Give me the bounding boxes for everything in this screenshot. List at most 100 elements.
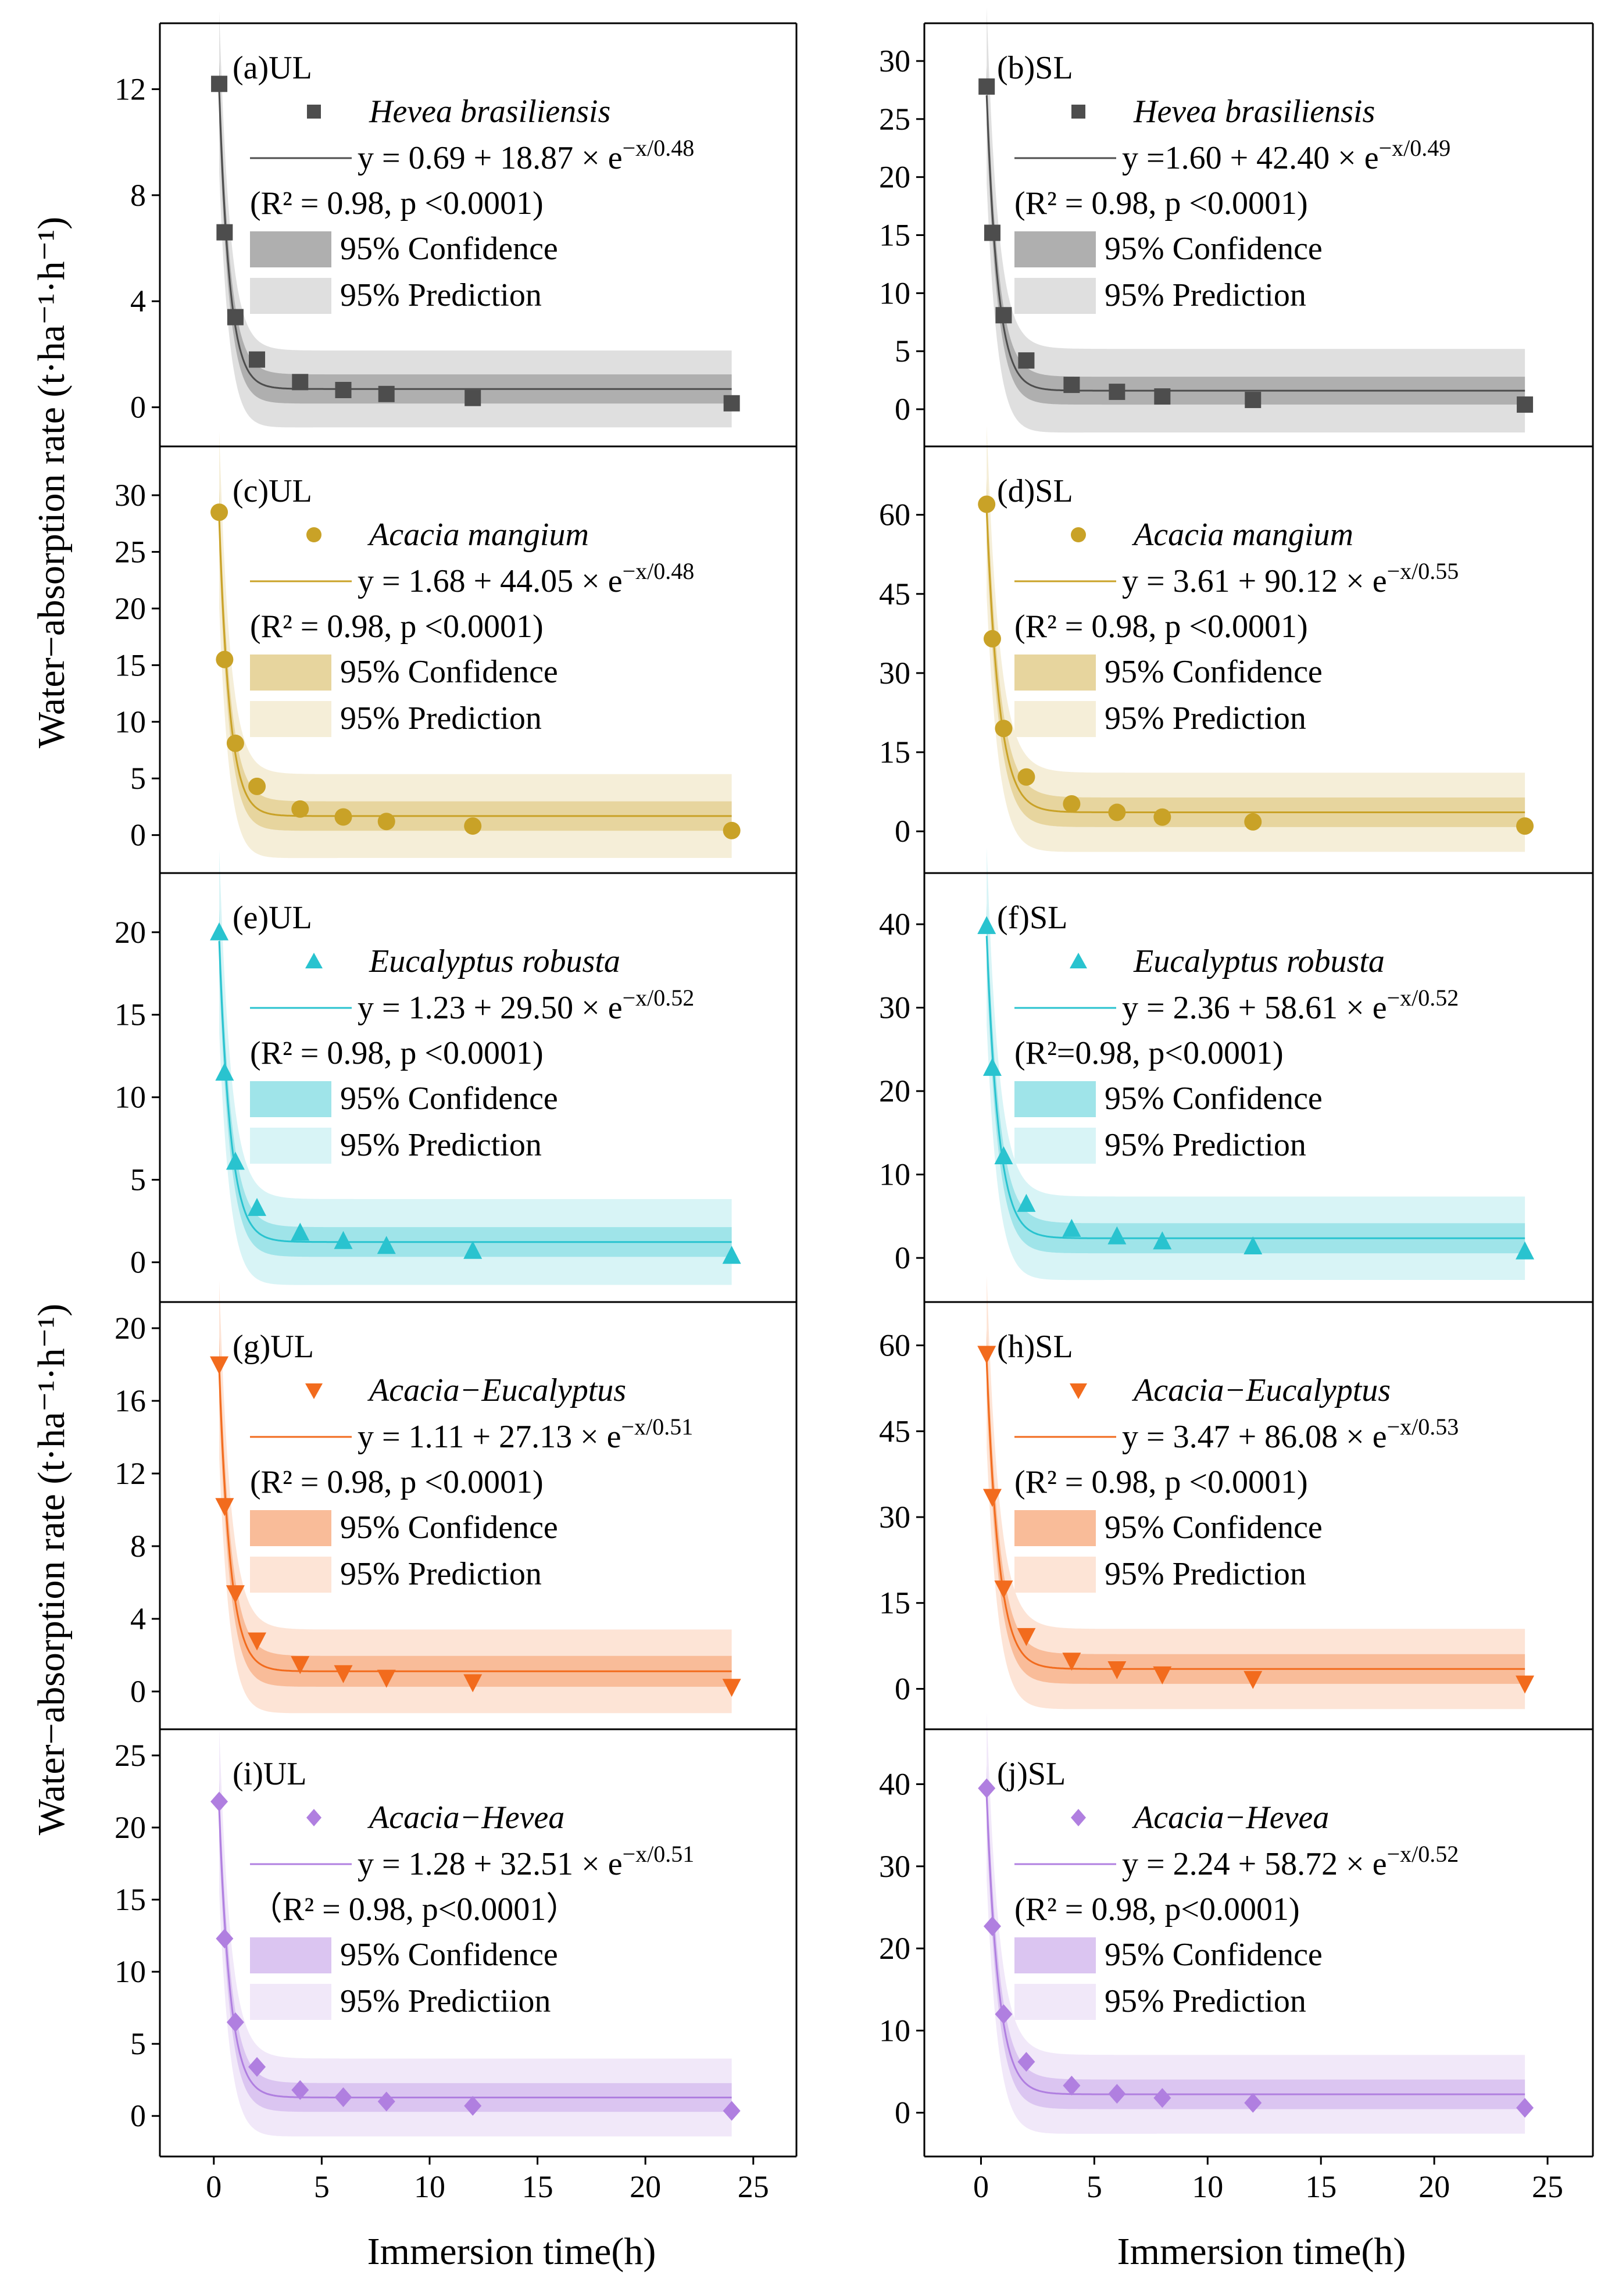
- y-tick-label: 0: [130, 390, 146, 425]
- data-point: [377, 2091, 395, 2112]
- data-point: [291, 1222, 310, 1241]
- legend-prediction-label: 95% Prediction: [340, 1127, 542, 1163]
- legend-confidence-label: 95% Confidence: [1105, 1081, 1323, 1117]
- data-point: [226, 1151, 245, 1170]
- legend-equation: y = 0.69 + 18.87 × e−x/0.48: [358, 135, 694, 176]
- y-tick-label: 10: [879, 276, 910, 310]
- data-point: [377, 1236, 396, 1254]
- data-point: [1108, 2084, 1126, 2104]
- x-tick-label: 15: [522, 2169, 553, 2204]
- legend-prediction-label: 95% Prediction: [1105, 1983, 1306, 2019]
- y-tick-label: 20: [115, 915, 146, 950]
- fit-curve: [985, 510, 1525, 813]
- x-tick-label: 10: [414, 2169, 445, 2204]
- data-point: [995, 2004, 1013, 2025]
- data-point: [216, 224, 233, 241]
- y-tick-label: 10: [115, 1080, 146, 1115]
- y-tick-label: 60: [879, 1328, 910, 1363]
- data-point: [216, 1929, 234, 1949]
- data-point: [978, 78, 995, 95]
- legend: Hevea brasiliensis y =1.60 + 42.40 × e−x/…: [1014, 94, 1450, 314]
- data-point: [463, 1674, 483, 1693]
- legend-prediction-swatch: [250, 278, 331, 314]
- y-tick-label: 4: [130, 284, 146, 319]
- data-point: [1062, 1218, 1081, 1237]
- y-tick-label: 12: [115, 71, 146, 106]
- panel-label: (h)SL: [997, 1329, 1073, 1365]
- legend-species: Acacia−Eucalyptus: [367, 1372, 626, 1408]
- legend-stats: （R² = 0.98, p<0.0001）: [250, 1891, 578, 1927]
- legend-marker: [305, 1383, 323, 1399]
- data-point: [291, 2080, 309, 2100]
- y-tick-label: 20: [115, 591, 146, 626]
- legend-confidence-swatch: [250, 655, 331, 691]
- panel-cul: 0 5 10 15 20 25 30 (c)UL Acacia mangium y = 1.68 …: [115, 431, 798, 874]
- legend-prediction-label: 95% Prediction: [1105, 277, 1306, 313]
- y-tick-label: 16: [115, 1383, 146, 1418]
- legend-marker: [306, 527, 321, 542]
- y-tick-label: 30: [879, 44, 910, 78]
- legend-confidence-label: 95% Confidence: [340, 654, 558, 690]
- legend-stats: (R² = 0.98, p <0.0001): [250, 609, 544, 645]
- legend-confidence-label: 95% Confidence: [340, 1081, 558, 1117]
- legend-prediction-swatch: [1014, 1984, 1096, 2020]
- y-tick-label: 5: [130, 1163, 146, 1197]
- y-tick-label: 40: [879, 1766, 910, 1801]
- legend-equation: y = 3.61 + 90.12 × e−x/0.55: [1122, 558, 1459, 599]
- data-point: [378, 385, 395, 402]
- panel-gul: 0 4 8 12 16 20 (g)UL Acacia−Eucalyptus y = 1.11 …: [115, 1281, 798, 1730]
- data-point: [210, 1791, 228, 1812]
- y-tick-label: 0: [895, 814, 910, 849]
- legend-confidence-label: 95% Confidence: [340, 1510, 558, 1546]
- y-tick-label: 25: [115, 1738, 146, 1773]
- legend-marker: [1070, 1383, 1087, 1399]
- y-tick-label: 0: [130, 1674, 146, 1709]
- data-point: [216, 650, 234, 668]
- data-point: [982, 1057, 1002, 1076]
- legend-equation: y =1.60 + 42.40 × e−x/0.49: [1122, 135, 1450, 176]
- data-point: [1517, 396, 1534, 413]
- data-point: [1154, 388, 1171, 405]
- legend-equation: y = 1.68 + 44.05 × e−x/0.48: [358, 558, 694, 599]
- legend-prediction-swatch: [250, 1984, 331, 2020]
- legend-species: Acacia−Hevea: [367, 1800, 564, 1836]
- data-point: [1063, 2076, 1081, 2096]
- legend-prediction-label: 95% Prediction: [340, 277, 542, 313]
- data-point: [1516, 1241, 1535, 1260]
- legend-stats: (R² = 0.98, p<0.0001): [1014, 1891, 1300, 1927]
- legend-confidence-label: 95% Confidence: [1105, 231, 1323, 267]
- panel-label: (g)UL: [233, 1329, 314, 1365]
- data-point: [226, 734, 244, 752]
- panel-hsl: 0 15 30 45 60 (h)SL Acacia−Eucalyptus y = 3.47 …: [879, 1275, 1594, 1730]
- x-tick-label: 10: [1192, 2169, 1223, 2204]
- x-axis-title-left: Immersion time(h): [367, 2230, 656, 2273]
- legend-prediction-swatch: [250, 1557, 331, 1593]
- panel-dsl: 0 15 30 45 60 (d)SL Acacia mangium y = 3.61 + 9…: [879, 425, 1594, 874]
- y-tick-label: 40: [879, 907, 910, 942]
- y-axis-title-lower: Water−absorption rate (t·ha⁻¹·h⁻¹): [30, 1304, 73, 1835]
- fit-curve: [985, 936, 1525, 1239]
- y-tick-label: 25: [879, 102, 910, 137]
- data-point: [995, 720, 1013, 738]
- x-tick-label: 25: [738, 2169, 769, 2204]
- x-tick-label: 0: [973, 2169, 989, 2204]
- panel-label: (i)UL: [233, 1756, 307, 1792]
- y-tick-label: 8: [130, 178, 146, 213]
- y-tick-label: 20: [879, 1931, 910, 1966]
- data-point: [291, 800, 309, 818]
- legend: Acacia−Eucalyptus y = 1.11 + 27.13 × e−x/…: [250, 1372, 693, 1593]
- data-point: [226, 2012, 244, 2032]
- data-point: [1017, 1193, 1036, 1212]
- data-point: [1153, 1666, 1172, 1685]
- y-tick-label: 15: [115, 1882, 146, 1917]
- legend-equation: y = 2.24 + 58.72 × e−x/0.52: [1122, 1841, 1459, 1882]
- y-tick-label: 15: [879, 1586, 910, 1621]
- data-point: [1018, 352, 1035, 369]
- data-point: [1244, 2093, 1262, 2113]
- legend-confidence-label: 95% Confidence: [340, 231, 558, 267]
- data-point: [464, 817, 482, 835]
- fit-curve: [218, 1810, 732, 2098]
- data-point: [1063, 377, 1080, 394]
- panel-label: (j)SL: [997, 1756, 1066, 1792]
- legend-marker: [1070, 953, 1087, 968]
